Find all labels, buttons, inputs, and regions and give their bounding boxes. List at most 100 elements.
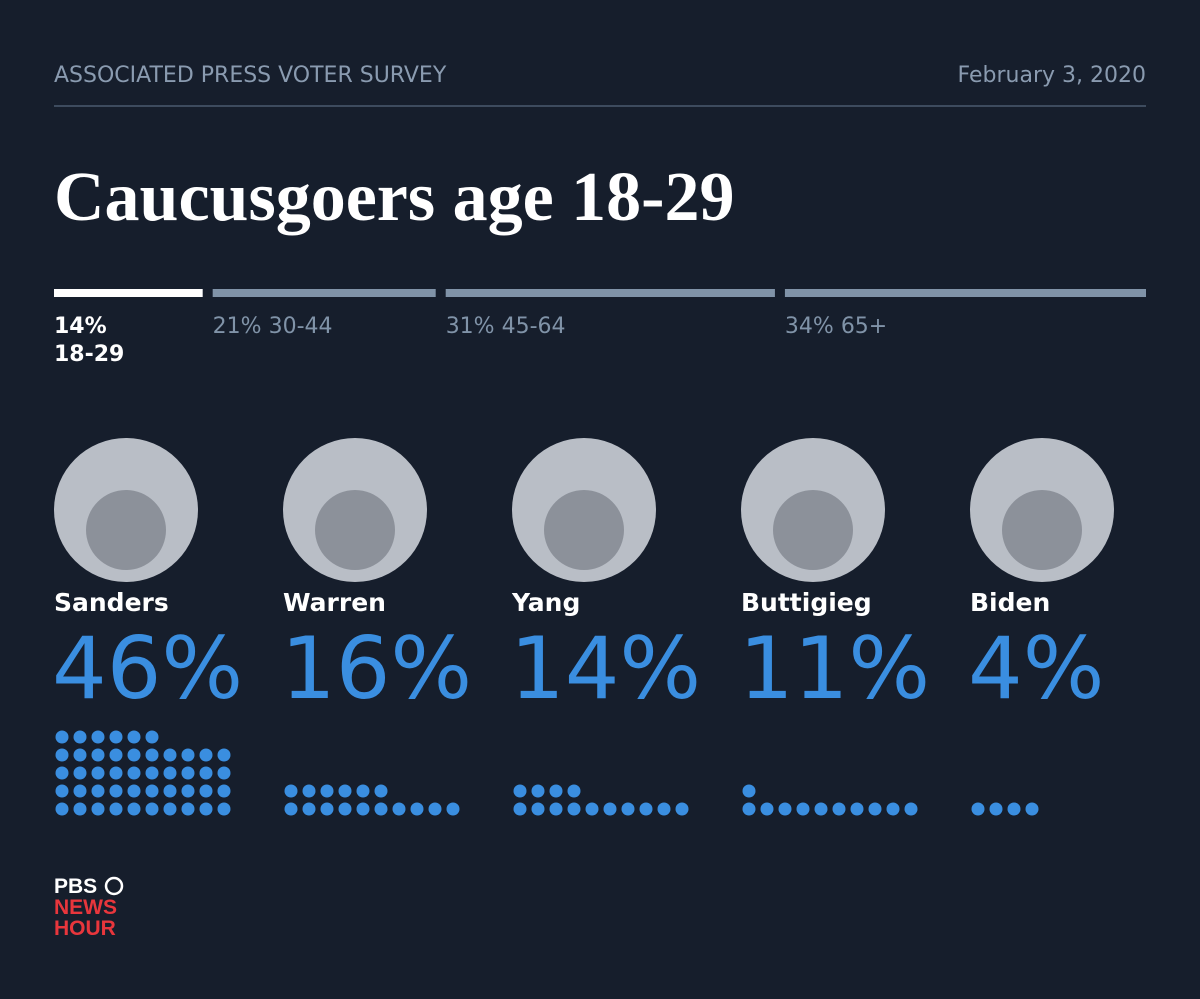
dot <box>163 784 177 798</box>
date: February 3, 2020 <box>958 63 1146 88</box>
dot <box>567 784 581 798</box>
dot <box>392 802 406 816</box>
dot-group <box>742 784 918 816</box>
dot <box>796 802 810 816</box>
dot <box>163 748 177 762</box>
dot <box>603 802 617 816</box>
dot <box>109 730 123 744</box>
dot <box>73 730 87 744</box>
dot <box>320 784 334 798</box>
dot <box>199 784 213 798</box>
dot <box>356 802 370 816</box>
dot <box>742 802 756 816</box>
dot <box>73 784 87 798</box>
age-segment <box>54 289 203 297</box>
dot <box>531 784 545 798</box>
segment-share: 14% <box>54 314 107 339</box>
dot-group <box>513 784 689 816</box>
dot <box>904 802 918 816</box>
segment-text: 34% 65+ <box>785 314 887 339</box>
segment-label: 45-64 <box>502 314 566 339</box>
dot <box>127 802 141 816</box>
segment-label: 65+ <box>841 314 887 339</box>
dot <box>55 802 69 816</box>
dot <box>181 802 195 816</box>
candidate-share: 11% <box>739 619 930 719</box>
dot <box>971 802 985 816</box>
dot <box>356 784 370 798</box>
dot <box>163 802 177 816</box>
segment-label: 18-29 <box>54 342 124 367</box>
candidate-name: Yang <box>511 588 580 617</box>
dot <box>91 748 105 762</box>
segment-share: 34% <box>785 314 834 339</box>
dot <box>446 802 460 816</box>
dot <box>127 730 141 744</box>
dot <box>145 784 159 798</box>
dot <box>989 802 1003 816</box>
dot <box>181 784 195 798</box>
dot <box>742 784 756 798</box>
logo: PBS NEWS HOUR <box>54 875 124 940</box>
logo-line: HOUR <box>54 917 116 940</box>
candidate-share: 16% <box>281 619 472 719</box>
dot <box>850 802 864 816</box>
dot <box>91 730 105 744</box>
dot <box>567 802 581 816</box>
candidate-photo-inner <box>1002 490 1082 570</box>
segment-share: 21% <box>213 314 262 339</box>
dot <box>55 748 69 762</box>
dot <box>428 802 442 816</box>
candidate-photo-inner <box>315 490 395 570</box>
dot <box>181 748 195 762</box>
dot <box>109 802 123 816</box>
dot <box>886 802 900 816</box>
segment-text: 31% 45-64 <box>446 314 566 339</box>
dot <box>109 748 123 762</box>
dot <box>91 802 105 816</box>
chart-title: Caucusgoers age 18-29 <box>54 159 734 236</box>
segment-label: 30-44 <box>269 314 333 339</box>
dot <box>145 802 159 816</box>
age-segment <box>784 289 1146 297</box>
dot <box>73 802 87 816</box>
dot <box>55 730 69 744</box>
dot <box>621 802 635 816</box>
dot <box>73 748 87 762</box>
candidate-name: Sanders <box>54 588 169 617</box>
candidate-name: Biden <box>970 588 1050 617</box>
segment-share: 31% <box>446 314 495 339</box>
dot <box>145 730 159 744</box>
dot <box>338 802 352 816</box>
dot <box>531 802 545 816</box>
dot <box>284 784 298 798</box>
age-segment <box>212 289 436 297</box>
dot <box>284 802 298 816</box>
dot <box>832 802 846 816</box>
segment-text: 21% 30-44 <box>213 314 333 339</box>
dot <box>374 784 388 798</box>
dot <box>217 784 231 798</box>
dot <box>199 766 213 780</box>
dot <box>513 802 527 816</box>
age-segment <box>445 289 775 297</box>
dot <box>320 802 334 816</box>
dot <box>760 802 774 816</box>
candidate-share: 4% <box>968 619 1104 719</box>
logo-line: NEWS <box>54 896 117 919</box>
dot <box>145 748 159 762</box>
dot <box>302 784 316 798</box>
dot <box>639 802 653 816</box>
dot <box>585 802 599 816</box>
dot <box>814 802 828 816</box>
source: ASSOCIATED PRESS VOTER SURVEY <box>54 63 447 88</box>
dot-group <box>55 730 231 816</box>
dot <box>199 748 213 762</box>
dot <box>657 802 671 816</box>
logo-icon <box>104 876 124 896</box>
dot <box>1007 802 1021 816</box>
candidate-photo-inner <box>773 490 853 570</box>
dot <box>778 802 792 816</box>
dot <box>145 766 159 780</box>
